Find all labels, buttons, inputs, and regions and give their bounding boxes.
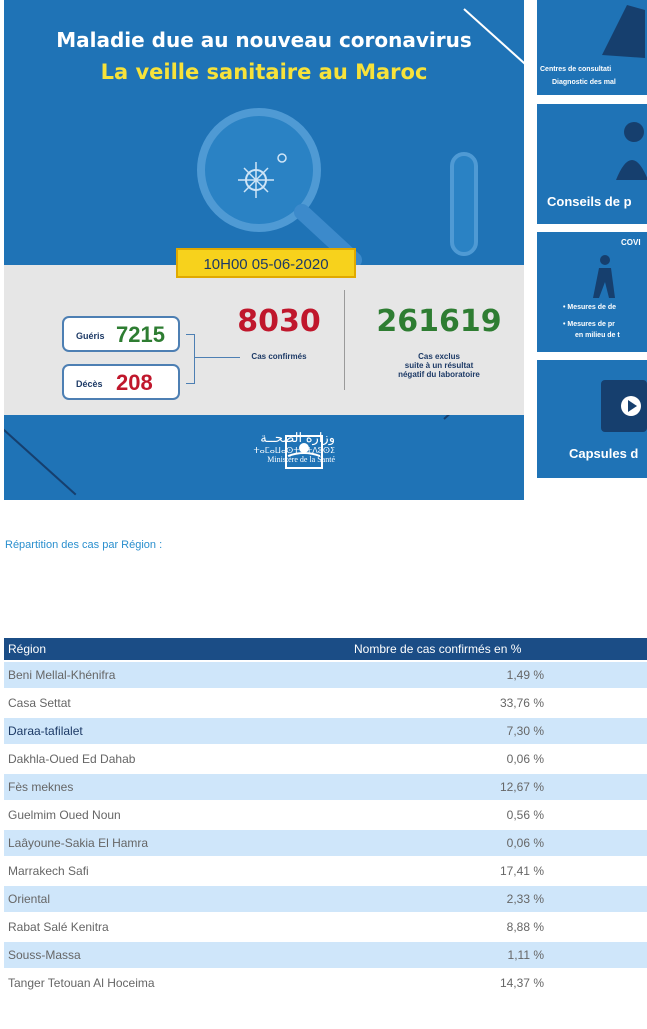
covid-banner[interactable]: Maladie due au nouveau coronavirus La ve… — [4, 0, 524, 500]
gueris-value: 7215 — [116, 322, 165, 347]
excluded-label-line: suite à un résultat — [404, 361, 474, 370]
excluded-label-line: négatif du laboratoire — [398, 370, 480, 379]
table-row: Dakhla-Oued Ed Dahab 0,06 % — [4, 746, 647, 772]
table-row: Laâyoune-Sakia El Hamra 0,06 % — [4, 830, 647, 856]
bracket-line — [186, 334, 195, 384]
side-card-mesures[interactable]: COVI • Mesures de de • Mesures de pr en … — [537, 232, 647, 352]
region-cell: Beni Mellal-Khénifra — [4, 662, 354, 688]
table-row: Oriental 2,33 % — [4, 886, 647, 912]
side-card-line: Diagnostic des mal — [552, 79, 616, 86]
percent-cell: 0,06 % — [354, 746, 647, 772]
bracket-line — [194, 357, 240, 358]
percent-cell: 33,76 % — [354, 690, 647, 716]
percent-cell: 14,37 % — [354, 970, 647, 996]
excluded-value: 261619 — [376, 304, 502, 339]
ministry-tifinagh: ⵜⴰⵎⴰⵡⴰⵙⵜ ⵏ ⵜⴷⵓⵙⵉ — [253, 446, 335, 455]
table-row: Marrakech Safi 17,41 % — [4, 858, 647, 884]
deces-label: Décès — [76, 379, 103, 389]
deces-value: 208 — [116, 370, 153, 395]
side-card-line: COVI — [621, 238, 641, 247]
magnifier-virus-icon — [197, 108, 362, 268]
ministry-logo-icon — [285, 435, 323, 469]
region-cell: Guelmim Oued Noun — [4, 802, 354, 828]
excluded-label-line: Cas exclus — [418, 352, 460, 361]
table-row: Tanger Tetouan Al Hoceima 14,37 % — [4, 970, 647, 996]
divider — [344, 290, 345, 390]
banner-subtitle: La veille sanitaire au Maroc — [100, 60, 428, 84]
region-cell: Tanger Tetouan Al Hoceima — [4, 970, 354, 996]
intro-text: Répartition des cas par Région : — [5, 539, 163, 551]
gueris-label: Guéris — [76, 331, 105, 341]
table-row: Souss-Massa 1,11 % — [4, 942, 647, 968]
percent-cell: 8,88 % — [354, 914, 647, 940]
percent-cell: 0,06 % — [354, 830, 647, 856]
percent-cell: 0,56 % — [354, 802, 647, 828]
side-card-conseils[interactable]: Conseils de p — [537, 104, 647, 224]
test-tube-icon — [450, 152, 478, 256]
table-row: Guelmim Oued Noun 0,56 % — [4, 802, 647, 828]
percent-cell: 12,67 % — [354, 774, 647, 800]
side-card-line: • Mesures de pr — [563, 321, 615, 328]
side-card-capsules[interactable]: Capsules d — [537, 360, 647, 478]
worker-icon — [593, 255, 615, 298]
percent-cell: 1,49 % — [354, 662, 647, 688]
region-cell: Souss-Massa — [4, 942, 354, 968]
table-row: Beni Mellal-Khénifra 1,49 % — [4, 662, 647, 688]
decor-line — [4, 420, 77, 496]
column-header-region: Région — [4, 638, 354, 660]
region-cell: Rabat Salé Kenitra — [4, 914, 354, 940]
table-row: Rabat Salé Kenitra 8,88 % — [4, 914, 647, 940]
deces-pill: Décès 208 — [62, 364, 180, 400]
table-row: Daraa-tafilalet 7,30 % — [4, 718, 647, 744]
region-cell: Oriental — [4, 886, 354, 912]
video-icon — [601, 380, 647, 432]
side-card-line: Capsules d — [569, 446, 639, 461]
region-cell: Fès meknes — [4, 774, 354, 800]
side-card-line: Centres de consultati — [540, 66, 612, 73]
side-card-consultation[interactable]: Centres de consultati Diagnostic des mal — [537, 0, 647, 95]
table-row: Casa Settat 33,76 % — [4, 690, 647, 716]
percent-cell: 1,11 % — [354, 942, 647, 968]
percent-cell: 2,33 % — [354, 886, 647, 912]
ministry-ar: وزارة الصحــة — [260, 430, 335, 445]
excluded-label: Cas exclus suite à un résultat négatif d… — [364, 352, 514, 379]
region-cell: Daraa-tafilalet — [4, 718, 354, 744]
ministry-text: وزارة الصحــة ⵜⴰⵎⴰⵡⴰⵙⵜ ⵏ ⵜⴷⵓⵙⵉ Ministère… — [200, 430, 335, 464]
table-row: Fès meknes 12,67 % — [4, 774, 647, 800]
ministry-fr: Ministère de la Santé — [267, 455, 335, 464]
region-cell: Laâyoune-Sakia El Hamra — [4, 830, 354, 856]
region-cell: Marrakech Safi — [4, 858, 354, 884]
side-card-line: Conseils de p — [547, 194, 632, 209]
region-cell: Dakhla-Oued Ed Dahab — [4, 746, 354, 772]
confirmed-value: 8030 — [237, 304, 321, 339]
map-icon — [602, 5, 645, 58]
side-card-line: • Mesures de de — [563, 304, 617, 311]
side-card-line: en milieu de t — [575, 332, 620, 339]
banner-title: Maladie due au nouveau coronavirus — [56, 28, 472, 52]
percent-cell: 7,30 % — [354, 718, 647, 744]
region-cell: Casa Settat — [4, 690, 354, 716]
date-badge: 10H00 05-06-2020 — [176, 248, 356, 278]
column-header-percent: Nombre de cas confirmés en % — [354, 638, 647, 660]
gueris-pill: Guéris 7215 — [62, 316, 180, 352]
person-icon — [616, 122, 647, 180]
percent-cell: 17,41 % — [354, 858, 647, 884]
confirmed-label: Cas confirmés — [251, 352, 307, 361]
region-table: Région Nombre de cas confirmés en % Beni… — [4, 636, 647, 998]
